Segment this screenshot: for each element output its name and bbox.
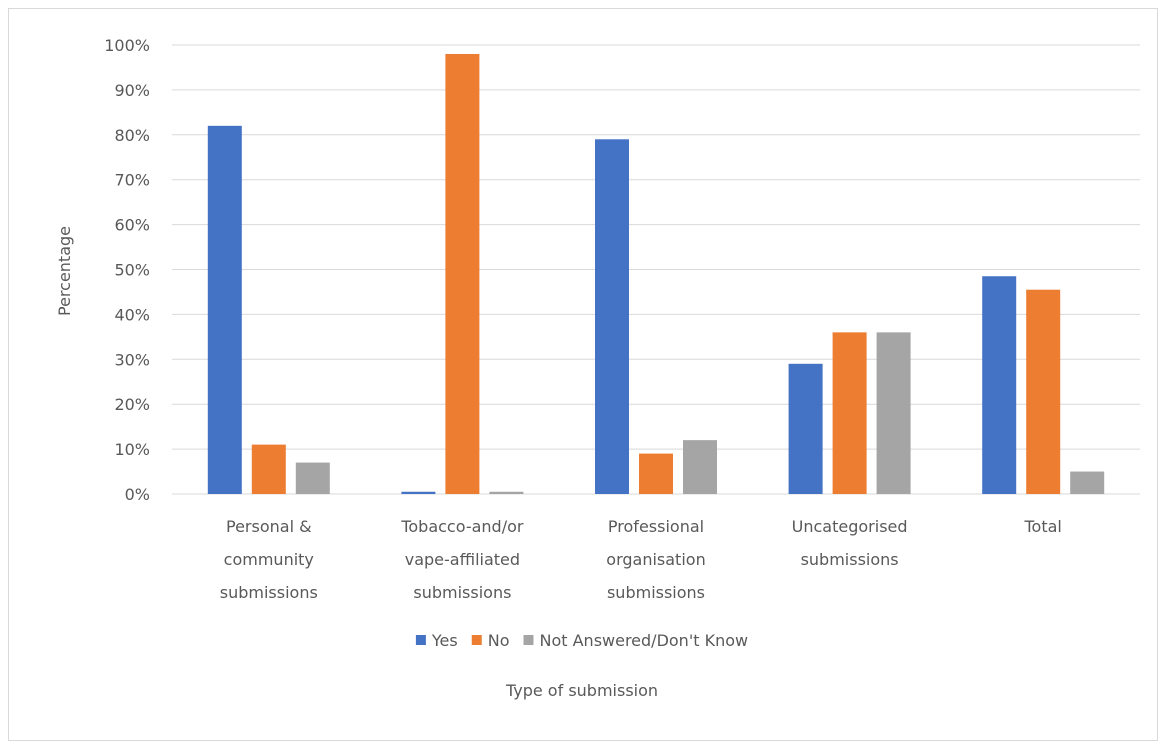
bar-no-4: [1026, 289, 1061, 494]
bars: [207, 53, 1105, 495]
bar-not-answered-don-t-know-0: [295, 462, 330, 494]
y-tick-label: 100%: [104, 36, 150, 55]
legend-label: Yes: [431, 631, 458, 650]
category-labels: Personal & community submissions Tobacco-an…: [220, 517, 1062, 602]
chart-frame: [8, 8, 1158, 741]
legend: Yes No Not Answered/Don't Know: [415, 631, 748, 650]
y-tick-labels: 0% 10% 20% 30% 40% 50% 60% 70% 80% 90% 100%: [104, 36, 150, 504]
y-tick-label: 30%: [114, 350, 150, 369]
category-label: Total: [1024, 517, 1062, 536]
bar-no-1: [445, 53, 480, 494]
y-tick-label: 80%: [114, 126, 150, 145]
category-label: Personal & community submissions: [220, 517, 318, 602]
y-tick-label: 0%: [125, 485, 150, 504]
bar-yes-0: [207, 125, 242, 494]
y-tick-label: 10%: [114, 440, 150, 459]
legend-swatch-yes: [415, 635, 426, 645]
y-axis-title: Percentage: [55, 226, 74, 316]
y-tick-label: 20%: [114, 395, 150, 414]
bar-no-3: [832, 332, 867, 494]
y-tick-label: 50%: [114, 261, 150, 280]
bar-yes-4: [982, 276, 1017, 494]
y-tick-label: 90%: [114, 81, 150, 100]
y-tick-label: 40%: [114, 305, 150, 324]
y-tick-label: 60%: [114, 216, 150, 235]
category-label: Tobacco-and/or vape-affiliated submissions: [400, 517, 524, 602]
bar-not-answered-don-t-know-2: [683, 440, 717, 494]
category-label: Uncategorised submissions: [792, 517, 908, 569]
bar-not-answered-don-t-know-1: [489, 491, 524, 494]
bar-no-2: [639, 453, 673, 494]
bar-yes-3: [788, 363, 823, 494]
bar-yes-1: [401, 491, 436, 494]
category-label: Professional organisation submissions: [606, 517, 705, 602]
bar-not-answered-don-t-know-3: [876, 332, 911, 494]
legend-label: Not Answered/Don't Know: [539, 631, 748, 650]
legend-swatch-no: [471, 635, 482, 645]
bar-yes-2: [595, 139, 629, 495]
legend-label: No: [488, 631, 510, 650]
gridlines: [172, 44, 1140, 495]
bar-not-answered-don-t-know-4: [1070, 471, 1105, 494]
y-tick-label: 70%: [114, 171, 150, 190]
legend-swatch-not-answered-don-t-know: [523, 635, 534, 645]
x-axis-title: Type of submission: [505, 681, 658, 700]
bar-no-0: [251, 444, 286, 494]
